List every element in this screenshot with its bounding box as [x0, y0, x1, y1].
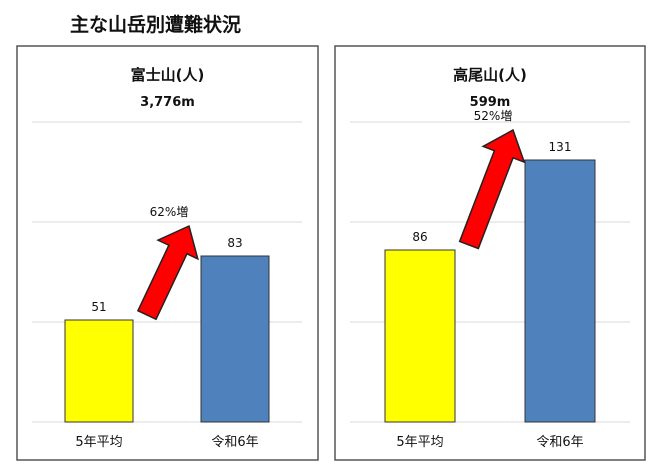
- chart-subtitle: 599m: [470, 95, 511, 110]
- category-label: 5年平均: [396, 435, 443, 450]
- increase-annotation: 52%増: [474, 109, 513, 123]
- bar: [64, 319, 134, 423]
- chart-title: 高尾山(人): [453, 66, 527, 84]
- data-label: 51: [91, 300, 106, 314]
- increase-annotation: 62%増: [150, 205, 189, 219]
- category-label: 令和6年: [536, 435, 583, 450]
- data-label: 83: [227, 236, 242, 250]
- bar: [524, 159, 596, 423]
- data-label: 86: [412, 230, 427, 244]
- chart-title: 富士山(人): [131, 66, 205, 84]
- chart-subtitle: 3,776m: [140, 95, 195, 110]
- increase-arrow: [458, 128, 526, 250]
- bar: [200, 255, 270, 423]
- page-title: 主な山岳別遭難状況: [70, 14, 242, 36]
- increase-arrow: [136, 224, 199, 321]
- category-label: 5年平均: [75, 435, 122, 450]
- category-label: 令和6年: [211, 435, 258, 450]
- data-label: 131: [549, 140, 572, 154]
- bar: [384, 249, 456, 423]
